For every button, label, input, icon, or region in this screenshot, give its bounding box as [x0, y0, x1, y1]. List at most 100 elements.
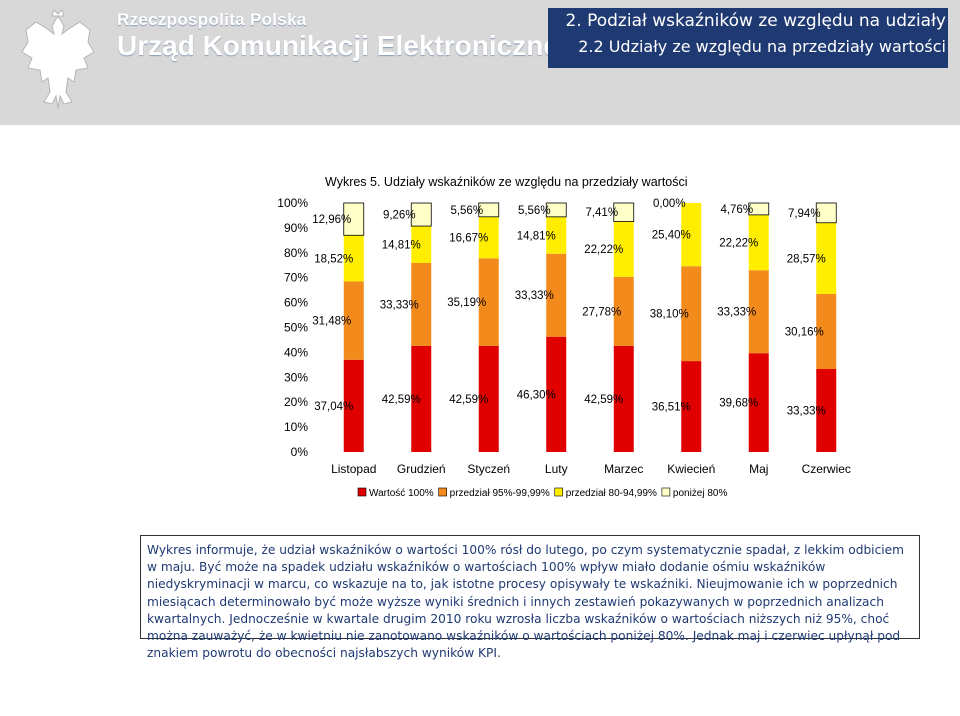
data-label: 36,51%: [652, 402, 691, 414]
bar-segment: [613, 202, 635, 222]
bar-segment: [478, 216, 499, 259]
data-label: 38,10%: [650, 309, 689, 321]
y-tick-label: 20%: [284, 395, 308, 409]
brand-country-name: Rzeczpospolita Polska: [117, 10, 307, 29]
bar-segment: [613, 221, 634, 277]
bar-segment: [816, 293, 837, 370]
bar-segment: [546, 216, 567, 254]
bar-segment: [681, 361, 702, 452]
bar-segment: [410, 202, 432, 227]
bar-segment: [411, 226, 432, 263]
bar-segment: [681, 202, 702, 267]
y-tick-label: 80%: [284, 246, 308, 260]
data-label: 42,59%: [584, 394, 623, 406]
bar-segment: [816, 369, 837, 452]
bar-segment: [343, 202, 365, 236]
chart-title: Wykres 5. Udziały wskaźników ze względu …: [325, 175, 688, 189]
brand-office-name: Urząd Komunikacji Elektronicznej: [117, 30, 567, 61]
y-tick-label: 60%: [284, 296, 308, 310]
x-tick-label: Grudzień: [397, 462, 446, 476]
x-axis: Listopad Grudzień Styczeń Luty Marzec Kwiecie…: [331, 462, 851, 476]
y-tick-label: 50%: [284, 321, 308, 335]
y-axis: 0% 10% 20% 30% 40% 50% 60% 70% 80% 90% 100%: [277, 196, 308, 459]
data-label: 25,40%: [652, 230, 691, 242]
y-tick-label: 70%: [284, 271, 308, 285]
y-tick-label: 100%: [277, 196, 308, 210]
bar-segment: [681, 266, 702, 362]
bar-segment: [478, 202, 500, 218]
bar-segment: [546, 253, 567, 337]
bar-segment: [545, 202, 567, 218]
data-label: 18,52%: [314, 253, 353, 265]
stacked-bar-chart: Wykres 5. Udziały wskaźników ze względu …: [277, 175, 851, 499]
legend-entry: poniżej 80%: [673, 488, 728, 499]
bar-segment: [411, 262, 432, 346]
y-tick-label: 90%: [284, 221, 308, 235]
data-label: 37,04%: [314, 401, 353, 413]
data-label: 35,19%: [447, 297, 486, 309]
bar-segment: [343, 235, 364, 282]
bar-segment: [613, 345, 634, 452]
bar-segment: [411, 345, 432, 452]
bar-segment: [478, 258, 499, 346]
bar-segment: [815, 202, 837, 224]
x-tick-label: Listopad: [331, 462, 376, 476]
legend-entry: przedział 80-94,99%: [566, 488, 657, 499]
legend-swatch: [438, 487, 447, 497]
section-title: 2. Podział wskaźników ze względu na udzi…: [565, 11, 946, 31]
bar-segment: [546, 336, 567, 452]
legend: Wartość 100% przedział 95%-99,99% przedzia…: [357, 487, 728, 499]
data-label: 14,81%: [382, 240, 421, 252]
x-tick-label: Marzec: [604, 462, 643, 476]
data-label: 39,68%: [719, 398, 758, 410]
x-tick-label: Kwiecień: [667, 462, 715, 476]
data-label: 14,81%: [517, 230, 556, 242]
x-tick-label: Maj: [749, 462, 768, 476]
data-label: 30,16%: [785, 326, 824, 338]
x-tick-label: Styczeń: [467, 462, 510, 476]
header-banner: Rzeczpospolita Polska Urząd Komunikacji …: [0, 0, 960, 125]
bar-segment: [748, 214, 769, 271]
data-label: 33,33%: [717, 307, 756, 319]
section-title-box: [548, 8, 948, 68]
legend-entry: przedział 95%-99,99%: [450, 488, 550, 499]
data-label: 27,78%: [582, 306, 621, 318]
y-tick-label: 0%: [291, 445, 309, 459]
data-label: 28,57%: [787, 253, 826, 265]
bar-segment: [613, 276, 634, 346]
legend-entry: Wartość 100%: [369, 488, 434, 499]
data-label: 5,56%: [450, 205, 483, 217]
bar-segment: [343, 359, 364, 452]
bar-segment: [343, 281, 364, 360]
data-label: 33,33%: [515, 290, 554, 302]
bar-segment: [478, 345, 499, 452]
data-label: 16,67%: [449, 233, 488, 245]
data-label: 33,33%: [787, 406, 826, 418]
bars: 37,04% 31,48% 18,52% 12,96% 42,59% 33,33% 14,8…: [312, 198, 837, 452]
data-label: 31,48%: [312, 316, 351, 328]
subsection-title: 2.2 Udziały ze względu na przedziały war…: [578, 37, 946, 56]
x-tick-label: Luty: [545, 462, 568, 476]
data-label: 42,59%: [382, 394, 421, 406]
data-label: 42,59%: [449, 394, 488, 406]
legend-swatch: [661, 487, 671, 497]
data-label: 7,41%: [585, 207, 618, 219]
legend-swatch: [554, 487, 564, 497]
data-label: 9,26%: [383, 210, 416, 222]
bar-segment: [816, 222, 837, 294]
data-label: 7,94%: [788, 208, 821, 220]
data-label: 12,96%: [312, 214, 351, 226]
data-label: 46,30%: [517, 389, 556, 401]
legend-swatch: [357, 487, 367, 497]
bar-segment: [748, 353, 769, 452]
bar-segment: [748, 202, 770, 216]
data-label: 4,76%: [720, 204, 753, 216]
data-label: 0,00%: [653, 198, 686, 210]
bar-segment: [748, 270, 769, 354]
chart-description: Wykres informuje, że udział wskaźników o…: [140, 535, 920, 660]
data-label: 33,33%: [380, 299, 419, 311]
y-tick-label: 30%: [284, 370, 308, 384]
data-label: 22,22%: [584, 244, 623, 256]
polish-eagle-emblem-icon: [21, 9, 95, 109]
x-tick-label: Czerwiec: [802, 462, 851, 476]
